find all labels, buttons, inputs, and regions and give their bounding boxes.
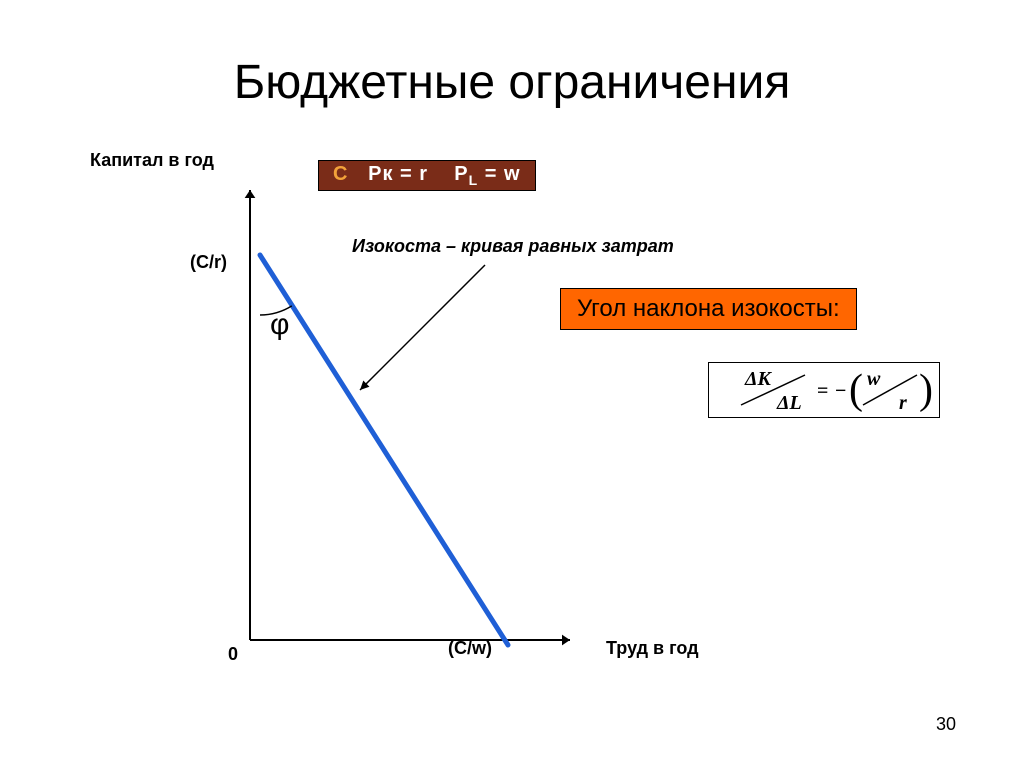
chart-canvas bbox=[0, 0, 1024, 767]
